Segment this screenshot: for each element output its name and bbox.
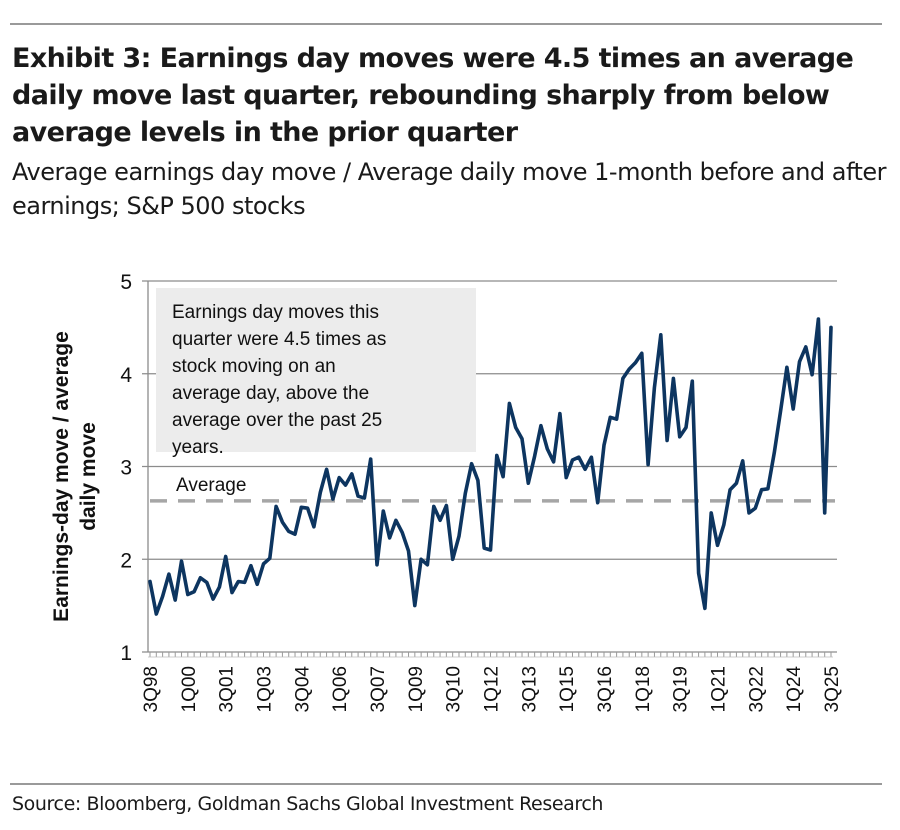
y-axis-title: Earnings-day move / average daily move (50, 331, 100, 622)
x-tick-label: 3Q10 (444, 666, 465, 712)
annotation-line: stock moving on an (172, 356, 336, 377)
x-tick-label: 1Q09 (406, 666, 427, 712)
y-tick-label: 4 (120, 364, 132, 387)
x-tick-label: 3Q13 (519, 666, 540, 712)
y-tick-label: 5 (120, 271, 132, 294)
x-tick-label: 3Q04 (292, 666, 313, 713)
annotation-text: Earnings day moves this quarter were 4.5 … (172, 302, 386, 458)
y-tick-label: 3 (120, 457, 132, 480)
x-tick-label: 1Q18 (633, 666, 654, 712)
axes: 1 2 3 4 5 3Q98 1Q00 3Q01 1Q03 3Q04 1Q06 3Q07 1Q09 3Q1… (120, 271, 843, 712)
average-label: Average (176, 475, 246, 496)
x-tick-label: 1Q03 (255, 666, 276, 712)
x-tick-label: 1Q12 (482, 666, 503, 712)
series-layer (148, 317, 833, 616)
y-tick-label: 2 (120, 549, 132, 572)
annotation-line: quarter were 4.5 times as (172, 329, 386, 350)
x-tick-label: 3Q22 (746, 666, 767, 712)
x-tick-label: 1Q15 (557, 666, 578, 712)
y-axis-title-line: daily move (77, 422, 100, 531)
x-tick-label: 3Q01 (217, 666, 238, 712)
x-tick-label: 1Q21 (709, 666, 730, 712)
annotation-box (156, 288, 476, 452)
y-tick-label: 1 (120, 642, 132, 665)
exhibit-subtitle: Average earnings day move / Average dail… (12, 158, 887, 220)
top-divider (10, 23, 882, 25)
x-tick-label: 3Q16 (595, 666, 616, 712)
x-tick-label: 1Q24 (784, 666, 805, 713)
annotation-line: Earnings day moves this (172, 302, 379, 323)
source-note: Source: Bloomberg, Goldman Sachs Global … (12, 793, 604, 815)
annotation-line: years. (172, 437, 224, 458)
x-tick-label: 1Q00 (179, 666, 200, 712)
exhibit-title: Exhibit 3: Earnings day moves were 4.5 t… (12, 43, 854, 148)
y-axis-title-line: Earnings-day move / average (50, 331, 73, 622)
gridlines (142, 280, 837, 653)
annotation-layer: Earnings day moves this quarter were 4.5 … (156, 288, 476, 458)
x-tick-label: 3Q25 (822, 666, 843, 712)
x-tick-label: 3Q98 (141, 666, 162, 712)
annotation-line: average over the past 25 (172, 410, 382, 431)
bottom-divider (10, 783, 882, 785)
x-tick-label: 3Q19 (671, 666, 692, 712)
x-tick-label: 3Q07 (368, 666, 389, 712)
series-line (148, 317, 833, 616)
line-chart: Earnings day moves this quarter were 4.5 … (50, 271, 843, 712)
x-tick-label: 1Q06 (330, 666, 351, 712)
annotation-line: average day, above the (172, 383, 369, 404)
